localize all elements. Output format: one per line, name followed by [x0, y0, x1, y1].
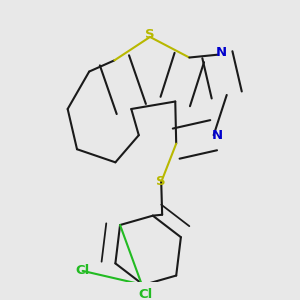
Text: Cl: Cl	[76, 264, 90, 278]
Text: S: S	[156, 176, 166, 188]
Text: N: N	[212, 129, 223, 142]
Text: N: N	[216, 46, 227, 59]
Text: Cl: Cl	[138, 288, 152, 300]
Text: S: S	[145, 28, 155, 40]
